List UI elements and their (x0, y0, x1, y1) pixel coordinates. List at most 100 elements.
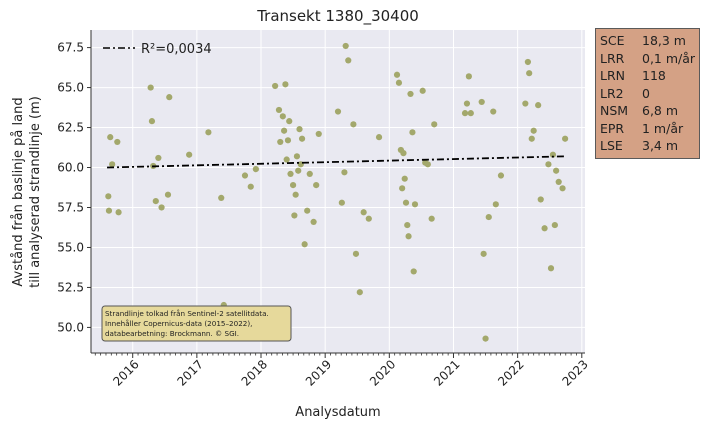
data-point (461, 110, 469, 117)
data-point (289, 182, 297, 189)
data-point (286, 118, 293, 125)
data-point (555, 178, 562, 186)
data-point (399, 185, 406, 192)
x-tick-label: 2016 (110, 357, 141, 388)
x-tick-label: 2018 (239, 357, 270, 388)
data-point (277, 138, 284, 146)
stat-value: 3,4 m (642, 138, 679, 153)
data-point (410, 268, 417, 275)
data-point (559, 185, 566, 192)
stat-value: 0 (642, 85, 650, 101)
data-point (107, 134, 114, 141)
data-point (528, 135, 535, 142)
data-point (393, 71, 401, 78)
data-point (306, 170, 313, 178)
y-tick-label: 57.5 (57, 200, 84, 214)
data-point (205, 129, 212, 136)
data-point (407, 90, 414, 98)
data-point (482, 335, 489, 342)
data-point (105, 193, 112, 200)
data-point (315, 130, 322, 138)
data-point (530, 127, 537, 134)
data-point (404, 221, 411, 229)
stat-name: LR2 (600, 85, 624, 101)
data-point (411, 201, 419, 208)
data-point (148, 118, 156, 125)
data-point (296, 126, 303, 133)
data-point (284, 137, 292, 144)
data-point (419, 87, 426, 94)
data-point (287, 170, 294, 178)
data-point (105, 207, 113, 214)
data-point (428, 215, 435, 222)
stat-row-nsm: NSM 6,8 m (600, 102, 695, 120)
data-point (334, 108, 342, 115)
data-point (478, 98, 485, 106)
credit-box: Strandlinje tolkad från Sentinel-2 satel… (101, 305, 292, 342)
data-point (395, 79, 403, 86)
statistics-box: SCE 18,3 m LRR 0,1 m/år LRN 118 LR2 0 NS… (595, 28, 700, 159)
data-point (282, 81, 289, 88)
data-point (115, 209, 122, 216)
data-point (485, 213, 492, 221)
data-point (298, 135, 306, 142)
stat-value: 0,1 m/år (642, 50, 696, 66)
data-point (537, 196, 544, 203)
data-point (342, 42, 349, 50)
x-tick-label: 2021 (431, 357, 462, 388)
data-point (522, 100, 529, 107)
data-point (341, 169, 348, 176)
data-point (279, 113, 286, 120)
stat-name: LRR (600, 50, 625, 66)
stat-row-epr: EPR 1 m/år (600, 120, 695, 138)
data-point (424, 161, 431, 168)
data-point (293, 153, 301, 160)
data-point (400, 150, 407, 157)
stat-name: NSM (600, 103, 629, 118)
legend: R²=0,0034 (103, 42, 212, 57)
y-tick-label: 65.0 (57, 81, 84, 95)
data-point (549, 151, 557, 158)
y-tick-label: 60.0 (57, 161, 84, 175)
y-axis-title-line-2: till analyserad strandlinje (m) (28, 96, 43, 288)
credit-line-1: Strandlinje tolkad från Sentinel-2 satel… (105, 309, 269, 318)
data-points (105, 42, 569, 342)
data-point (545, 161, 552, 168)
stat-name: LSE (600, 138, 623, 153)
data-point (247, 183, 254, 190)
x-tick-label: 2023 (559, 357, 590, 388)
stat-row-lrn: LRN 118 (600, 67, 695, 85)
stat-value: 1 m/år (642, 120, 684, 136)
data-point (467, 110, 474, 117)
data-point (352, 250, 360, 257)
data-point (166, 94, 173, 101)
data-point (152, 197, 159, 205)
data-point (275, 106, 283, 114)
data-point (490, 108, 497, 115)
data-point (283, 156, 290, 163)
stat-name: EPR (600, 120, 625, 136)
data-point (360, 209, 367, 216)
y-axis-title-line-1: Avstånd från baslinje på land (11, 97, 26, 286)
data-point (465, 73, 472, 80)
data-point (547, 265, 555, 272)
data-point (218, 194, 225, 201)
chart-title: Transekt 1380_30400 (256, 7, 419, 26)
x-axis-title: Analysdatum (295, 405, 380, 420)
data-point (497, 172, 505, 179)
data-point (431, 121, 438, 128)
data-point (186, 151, 193, 158)
stat-row-sce: SCE 18,3 m (600, 32, 695, 50)
y-tick-label: 62.5 (57, 121, 84, 135)
data-point (365, 215, 372, 222)
stat-value: 6,8 m (642, 103, 679, 118)
data-point (553, 167, 560, 174)
data-point (375, 134, 383, 141)
data-point (526, 70, 533, 77)
y-tick-label: 52.5 (57, 280, 84, 294)
data-point (109, 161, 116, 168)
data-point (562, 135, 569, 142)
data-point (338, 199, 345, 206)
plot-area (91, 30, 585, 353)
